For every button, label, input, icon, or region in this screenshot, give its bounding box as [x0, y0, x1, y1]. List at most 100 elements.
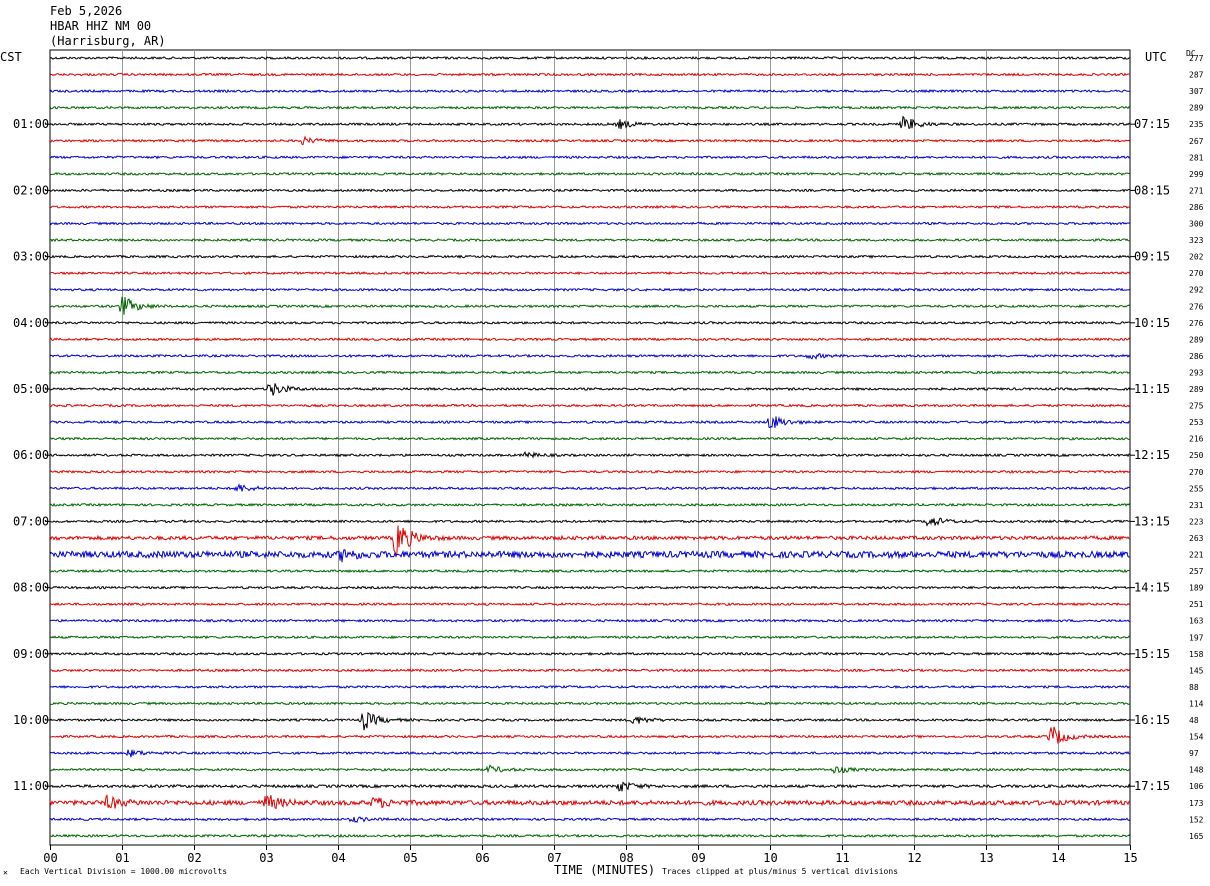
- cst-hour-label: 08:00: [13, 581, 49, 595]
- seismic-trace: [49, 726, 1131, 744]
- dc-offset-label: 202: [1189, 253, 1204, 262]
- seismic-trace: [49, 450, 1131, 459]
- seismic-trace: [49, 635, 1131, 640]
- x-tick-label: 01: [115, 851, 129, 865]
- seismic-trace: [49, 668, 1131, 673]
- seismic-trace: [49, 684, 1131, 690]
- seismic-trace: [49, 469, 1131, 474]
- utc-hour-label: 11:15: [1134, 382, 1170, 396]
- dc-offset-label: 216: [1189, 435, 1204, 444]
- x-tick-label: 10: [763, 851, 777, 865]
- seismic-trace: [49, 549, 1131, 563]
- seismic-trace: [49, 525, 1131, 558]
- dc-offset-label: 148: [1189, 766, 1204, 775]
- dc-offset-label: 255: [1189, 484, 1204, 493]
- dc-offset-label: 231: [1189, 501, 1204, 510]
- dc-offset-label: 270: [1189, 468, 1204, 477]
- seismic-trace: [49, 188, 1130, 193]
- seismic-trace: [49, 55, 1131, 61]
- seismic-trace: [49, 793, 1131, 810]
- dc-offset-label: 263: [1189, 534, 1204, 543]
- seismic-trace: [49, 135, 1131, 146]
- dc-offset-label: 287: [1189, 71, 1204, 80]
- utc-hour-label: 14:15: [1134, 581, 1170, 595]
- dc-offset-label: 251: [1189, 600, 1204, 609]
- seismic-trace: [49, 416, 1131, 429]
- seismic-trace: [49, 287, 1131, 292]
- dc-offset-label: 275: [1189, 402, 1204, 411]
- x-axis-label: TIME (MINUTES): [554, 863, 656, 877]
- dc-offset-label: 48: [1189, 716, 1199, 725]
- dc-offset-label: 307: [1189, 87, 1204, 96]
- utc-hour-label: 13:15: [1134, 514, 1170, 528]
- x-tick-label: 09: [691, 851, 705, 865]
- x-tick-label: 13: [979, 851, 993, 865]
- dc-offset-label: 152: [1189, 815, 1204, 824]
- dc-offset-label: 235: [1189, 120, 1204, 129]
- dc-offset-label: 189: [1189, 584, 1204, 593]
- dc-offset-label: 173: [1189, 799, 1204, 808]
- seismic-trace: [49, 254, 1131, 259]
- utc-hour-label: 15:15: [1134, 647, 1170, 661]
- seismic-trace: [49, 383, 1131, 396]
- dc-offset-label: 293: [1189, 368, 1204, 377]
- seismic-trace: [49, 517, 1131, 527]
- x-tick-label: 04: [331, 851, 345, 865]
- dc-header-label: DC: [1186, 49, 1196, 58]
- seismic-trace: [49, 155, 1131, 160]
- seismic-trace: [49, 781, 1131, 792]
- dc-offset-label: 145: [1189, 666, 1204, 675]
- cst-hour-label: 11:00: [13, 779, 49, 793]
- dc-offset-label: 299: [1189, 170, 1204, 179]
- dc-offset-label: 277: [1189, 54, 1204, 63]
- dc-offset-label: 106: [1189, 782, 1204, 791]
- dc-offset-label: 253: [1189, 418, 1204, 427]
- dc-offset-label: 154: [1189, 733, 1204, 742]
- seismic-trace: [49, 337, 1131, 342]
- dc-offset-label: 221: [1189, 551, 1204, 560]
- cst-hour-label: 06:00: [13, 448, 49, 462]
- utc-hour-label: 12:15: [1134, 448, 1170, 462]
- x-tick-label: 11: [835, 851, 849, 865]
- utc-hour-label: 07:15: [1134, 117, 1170, 131]
- cst-hour-label: 02:00: [13, 183, 49, 197]
- cst-hour-label: 10:00: [13, 713, 49, 727]
- seismic-trace: [49, 651, 1131, 656]
- dc-offset-label: 267: [1189, 137, 1204, 146]
- cst-hour-label: 05:00: [13, 382, 49, 396]
- dc-offset-label: 165: [1189, 832, 1204, 841]
- x-tick-label: 06: [475, 851, 489, 865]
- dc-offset-label: 286: [1189, 203, 1204, 212]
- left-timezone-label: CST: [0, 50, 22, 64]
- seismic-trace: [49, 568, 1131, 574]
- utc-hour-label: 09:15: [1134, 250, 1170, 264]
- x-tick-label: 02: [187, 851, 201, 865]
- seismic-trace: [49, 711, 1131, 731]
- seismic-trace: [49, 171, 1131, 176]
- seismic-trace: [49, 701, 1131, 706]
- seismic-trace: [49, 72, 1131, 77]
- vertical-division-scale-note: Each Vertical Division = 1000.00 microvo…: [20, 867, 228, 876]
- clip-note: Traces clipped at plus/minus 5 vertical …: [662, 867, 899, 876]
- x-tick-label: 03: [259, 851, 273, 865]
- dc-offset-label: 257: [1189, 567, 1204, 576]
- seismic-trace: [49, 403, 1131, 408]
- station-name: HBAR HHZ NM 00: [50, 19, 152, 33]
- seismic-trace: [49, 237, 1131, 243]
- dc-offset-label: 281: [1189, 153, 1204, 162]
- x-tick-label: 00: [43, 851, 57, 865]
- dc-offset-label: 223: [1189, 517, 1204, 526]
- seismic-trace: [49, 618, 1131, 623]
- right-timezone-label: UTC: [1145, 50, 1167, 64]
- seismic-trace: [49, 115, 1131, 130]
- seismic-trace: [49, 320, 1131, 325]
- dc-offset-label: 276: [1189, 302, 1204, 311]
- station-location: (Harrisburg, AR): [50, 34, 166, 48]
- plot-date: Feb 5,2026: [50, 4, 123, 18]
- dc-offset-label: 286: [1189, 352, 1204, 361]
- x-tick-label: 07: [547, 851, 561, 865]
- dc-offset-label: 323: [1189, 236, 1204, 245]
- x-tick-label: 08: [619, 851, 633, 865]
- dc-offset-label: 270: [1189, 269, 1204, 278]
- seismic-trace: [49, 502, 1131, 507]
